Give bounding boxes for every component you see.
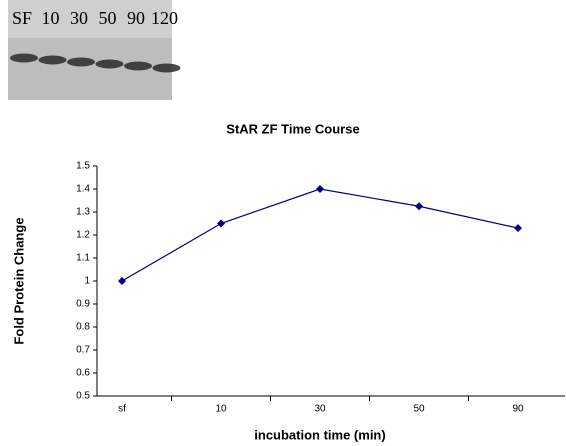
- blot-band: [38, 55, 67, 65]
- blot-band: [10, 53, 38, 63]
- x-tick-label: 10: [215, 404, 227, 415]
- data-point: [316, 185, 324, 193]
- x-tick-label: 50: [413, 404, 425, 415]
- y-tick-label: 1.3: [76, 207, 90, 218]
- y-tick-label: 1.2: [76, 230, 90, 241]
- data-point: [415, 202, 423, 211]
- data-point: [217, 219, 225, 228]
- y-tick-label: 0.8: [76, 322, 90, 333]
- data-point: [118, 277, 126, 285]
- blot-band: [67, 57, 95, 67]
- x-tick-label: 90: [512, 404, 524, 415]
- x-tick-label: 30: [314, 404, 326, 415]
- lane-label: 120: [151, 8, 178, 28]
- y-tick-label: 1.4: [76, 184, 90, 195]
- lane-label: 30: [70, 8, 88, 28]
- lane-label: 90: [127, 8, 145, 28]
- data-point: [514, 224, 522, 233]
- blot-band: [152, 63, 181, 73]
- x-tick-label: sf: [118, 404, 126, 415]
- y-tick-label: 0.7: [76, 345, 90, 356]
- chart-title: StAR ZF Time Course: [226, 121, 359, 136]
- y-tick-label: 0.6: [76, 368, 90, 379]
- x-axis-label: incubation time (min): [254, 427, 385, 442]
- y-axis-label: Fold Protein Change: [11, 217, 26, 344]
- y-tick-label: 0.5: [76, 391, 90, 402]
- blot-band: [124, 61, 152, 71]
- y-tick-label: 1.5: [76, 161, 90, 172]
- y-tick-label: 1.1: [76, 253, 90, 264]
- blot-band: [95, 59, 124, 69]
- lane-label: 50: [99, 8, 117, 28]
- y-tick-label: 0.9: [76, 299, 90, 310]
- y-tick-label: 1: [84, 276, 90, 287]
- lane-label: 10: [42, 8, 60, 28]
- lane-label: SF: [12, 8, 32, 28]
- data-line: [121, 188, 519, 282]
